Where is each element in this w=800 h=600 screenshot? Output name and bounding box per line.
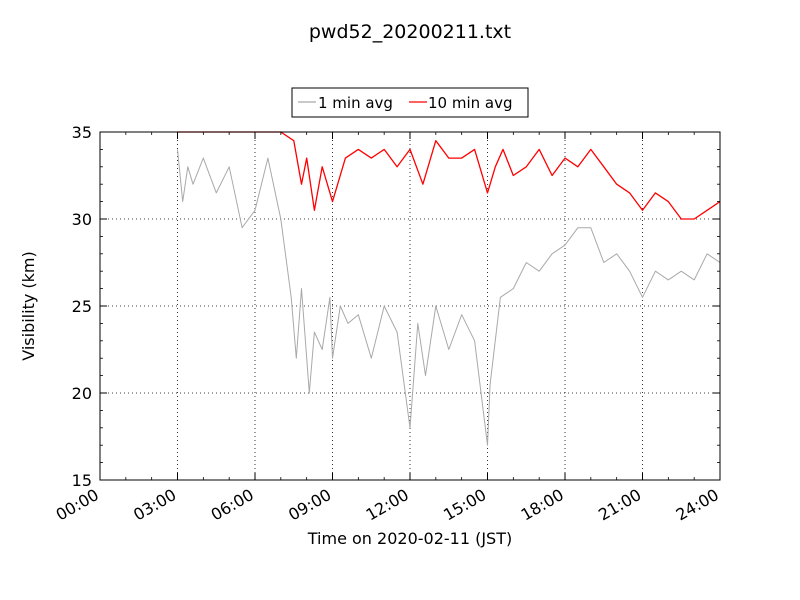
x-tick-label: 24:00	[673, 485, 722, 525]
grid	[100, 132, 720, 480]
axis-ticks: 00:00 03:00 06:00 09:00 12:00 15:00 18:00 21:00…	[53, 123, 722, 525]
x-tick-label: 00:00	[53, 485, 102, 525]
y-tick-label: 25	[72, 297, 92, 316]
series-line-10min-avg	[177, 131, 721, 220]
x-tick-label: 21:00	[595, 485, 644, 525]
series-lines	[177, 131, 721, 446]
x-tick-label: 15:00	[440, 485, 489, 525]
y-tick-label: 20	[72, 384, 92, 403]
y-axis-label: Visibility (km)	[19, 251, 38, 360]
chart-title: pwd52_20200211.txt	[309, 21, 511, 43]
y-tick-label: 35	[72, 123, 92, 142]
x-tick-label: 09:00	[285, 485, 334, 525]
x-tick-label: 06:00	[208, 485, 257, 525]
legend: 1 min avg 10 min avg	[291, 87, 529, 118]
legend-label-1min: 1 min avg	[318, 94, 393, 112]
x-tick-label: 03:00	[130, 485, 179, 525]
x-tick-label: 12:00	[363, 485, 412, 525]
y-tick-label: 15	[72, 471, 92, 490]
legend-label-10min: 10 min avg	[428, 94, 513, 112]
x-axis-label: Time on 2020-02-11 (JST)	[307, 529, 512, 548]
series-line-1min-avg	[177, 149, 721, 446]
y-tick-label: 30	[72, 210, 92, 229]
x-tick-label: 18:00	[518, 485, 567, 525]
